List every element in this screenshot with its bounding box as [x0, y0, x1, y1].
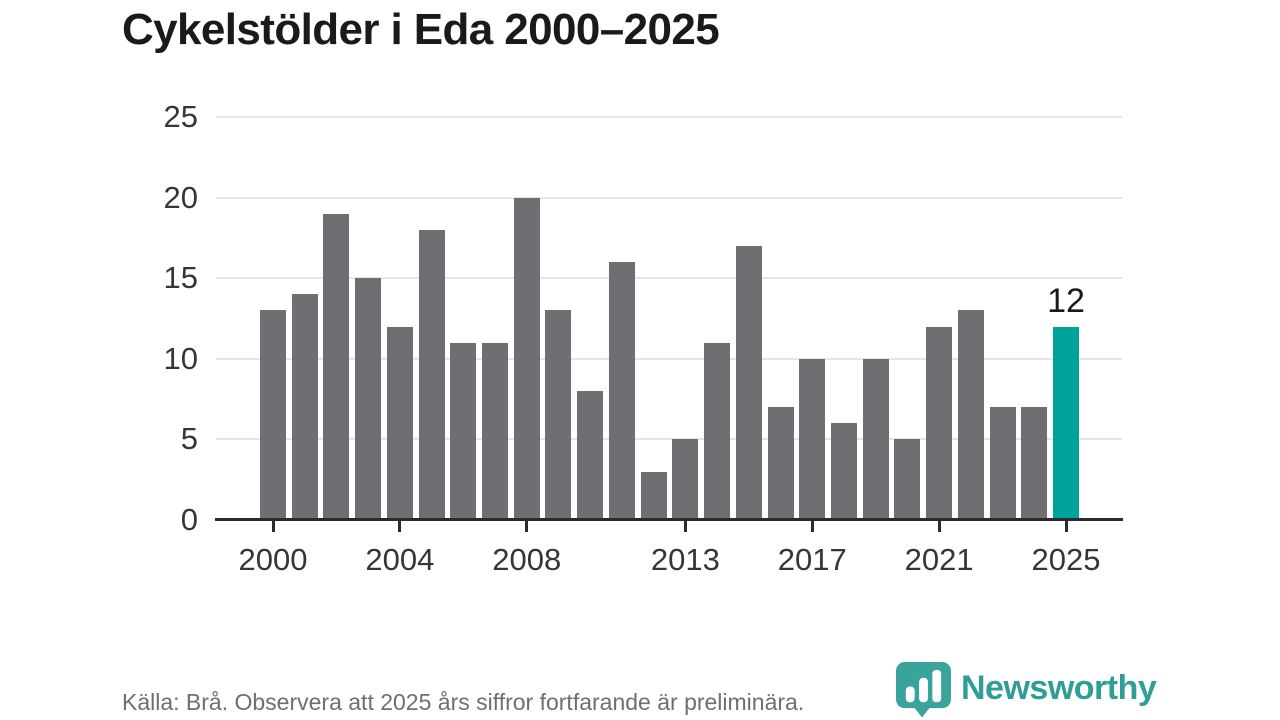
bar-2012: [640, 471, 667, 520]
x-axis-tick-2025: [1064, 521, 1068, 532]
x-axis-label-2004: 2004: [365, 542, 435, 577]
x-axis-tick-2013: [683, 521, 687, 532]
bar-2001: [291, 294, 318, 520]
newsworthy-brand-name: Newsworthy: [961, 669, 1157, 707]
newsworthy-logo-icon: [895, 661, 952, 718]
bar-2021: [926, 326, 953, 520]
x-axis-tick-2008: [525, 521, 529, 532]
bar-2013: [672, 439, 699, 520]
bar-2005: [418, 229, 445, 520]
gridline-20: [216, 196, 1122, 199]
x-axis-line: [215, 518, 1123, 521]
y-axis-label-0: 0: [180, 502, 198, 537]
bar-2017: [799, 358, 826, 520]
x-axis-tick-2021: [937, 521, 941, 532]
bar-2003: [355, 278, 382, 520]
bar-2016: [767, 407, 794, 520]
x-axis-tick-2017: [810, 521, 814, 532]
highlight-value-label: 12: [1047, 282, 1085, 320]
gridline-5: [216, 438, 1122, 441]
bar-2011: [608, 262, 635, 520]
bar-2002: [323, 213, 350, 520]
bar-2007: [482, 342, 509, 520]
bar-2019: [862, 358, 889, 520]
bar-2010: [577, 391, 604, 520]
bar-2015: [735, 245, 762, 520]
bar-2014: [704, 342, 731, 520]
bar-2023: [989, 407, 1016, 520]
x-axis-label-2025: 2025: [1031, 542, 1101, 577]
bar-2004: [386, 326, 413, 520]
x-axis-tick-2004: [398, 521, 402, 532]
bar-2000: [260, 310, 286, 520]
gridline-25: [216, 116, 1122, 118]
bar-2008: [513, 197, 540, 520]
y-axis-label-25: 25: [163, 99, 198, 134]
x-axis-tick-2000: [271, 521, 275, 532]
x-axis-label-2017: 2017: [777, 542, 847, 577]
bar-2020: [894, 439, 921, 520]
gridline-15: [216, 277, 1122, 280]
x-axis-label-2008: 2008: [492, 542, 562, 577]
y-axis-label-15: 15: [163, 260, 198, 296]
bar-2018: [830, 423, 857, 520]
x-axis-label-2013: 2013: [650, 542, 720, 577]
source-note: Källa: Brå. Observera att 2025 års siffr…: [122, 689, 805, 715]
y-axis-label-5: 5: [180, 421, 198, 457]
bar-2024: [1021, 407, 1048, 520]
x-axis-label-2000: 2000: [238, 542, 308, 577]
bar-2025: [1053, 326, 1079, 520]
x-axis-label-2021: 2021: [904, 542, 974, 577]
gridline-10: [216, 357, 1122, 360]
y-axis-label-10: 10: [163, 340, 198, 376]
bar-2006: [450, 342, 477, 520]
bar-2009: [545, 310, 572, 520]
y-axis-label-20: 20: [163, 179, 198, 215]
bar-2022: [957, 310, 984, 520]
chart-title: Cykelstölder i Eda 2000–2025: [122, 5, 720, 54]
